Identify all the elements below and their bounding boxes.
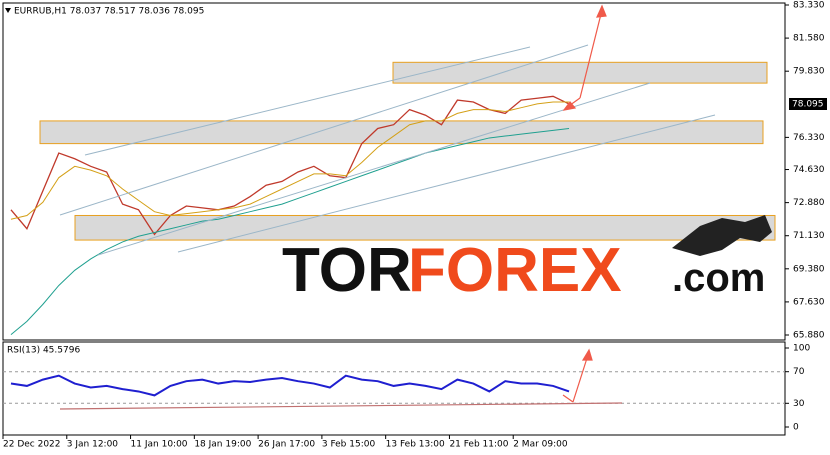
y-tick-label: 74.630 [793, 165, 825, 175]
arrow [562, 394, 574, 403]
x-tick-label: 26 Jan 17:00 [258, 440, 315, 450]
y-tick-label: 70 [793, 367, 805, 377]
x-tick-label: 2 Mar 09:00 [513, 440, 568, 450]
x-tick-label: 22 Dec 2022 [3, 440, 61, 450]
arrow-head [562, 101, 577, 111]
zone [39, 120, 764, 145]
price-line [10, 101, 570, 220]
arrows [59, 4, 623, 410]
trend-line [97, 82, 651, 256]
y-tick-label: 79.830 [793, 67, 825, 77]
y-tick-label: 71.130 [793, 231, 825, 241]
x-tick-label: 18 Jan 19:00 [194, 440, 251, 450]
zone [392, 61, 768, 84]
x-tick-label: 21 Feb 11:00 [449, 440, 508, 450]
zone [74, 214, 776, 241]
arrow [572, 354, 589, 403]
trend-line [177, 114, 716, 253]
y-tick-label: 72.880 [793, 198, 825, 208]
x-tick-label: 11 Jan 10:00 [131, 440, 188, 450]
y-tick-label: 30 [793, 399, 805, 409]
y-tick-label: 69.380 [793, 264, 825, 274]
watermark: TOR [282, 236, 412, 305]
x-tick-label: 3 Feb 15:00 [322, 440, 376, 450]
y-tick-label: 0 [793, 423, 799, 433]
rsi-trend-line [59, 402, 623, 410]
price-tag [789, 98, 827, 110]
y-tick-label: 83.330 [793, 1, 825, 11]
trend-lines [59, 44, 716, 256]
rsi-line [10, 374, 570, 397]
y-tick-label: 76.330 [793, 133, 825, 143]
price-line [10, 127, 570, 336]
chart-title: RSI(13) 45.5796 [7, 346, 80, 356]
watermark: FOREX [408, 236, 622, 305]
rsi-frame [2, 341, 786, 436]
bull-shape [672, 215, 772, 256]
trend-line [84, 46, 531, 156]
arrow-head [581, 348, 593, 361]
x-tick-label: 13 Feb 13:00 [386, 440, 445, 450]
trend-line [59, 44, 589, 216]
price-line [10, 95, 570, 236]
y-tick-label: 81.580 [793, 34, 825, 44]
arrow-head [596, 4, 607, 18]
title-marker [5, 8, 11, 13]
price-frame [2, 2, 786, 341]
y-tick-label: 67.630 [793, 297, 825, 307]
watermark: .com [672, 256, 765, 300]
chart-title: EURRUB,H1 78.037 78.517 78.036 78.095 [14, 7, 204, 17]
bull-icon [672, 215, 772, 256]
y-tick-label: 100 [793, 344, 810, 354]
y-tick-label: 65.880 [793, 331, 825, 341]
price-tag-label: 78.095 [792, 100, 824, 110]
x-tick-label: 3 Jan 12:00 [67, 440, 119, 450]
arrow [579, 9, 603, 99]
